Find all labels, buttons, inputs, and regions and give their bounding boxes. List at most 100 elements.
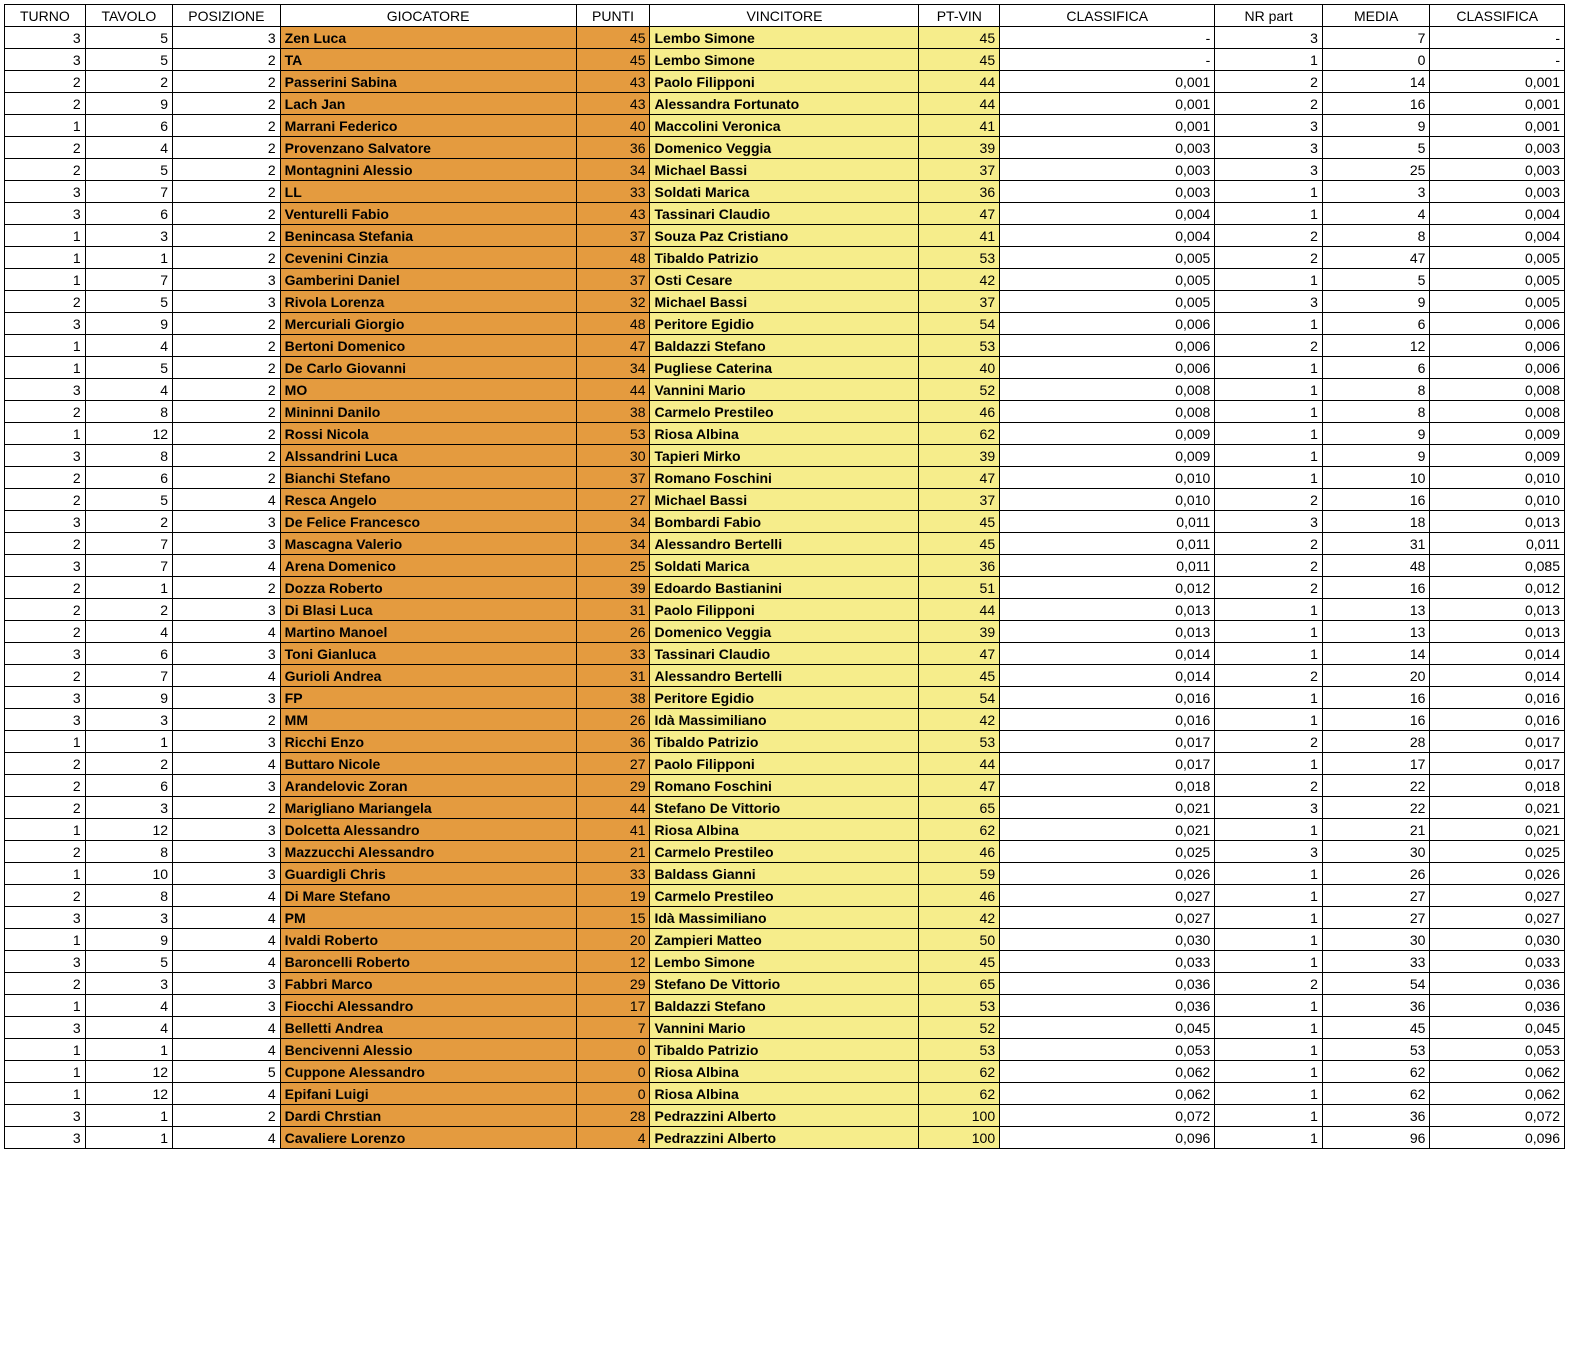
cell: 34 — [576, 511, 650, 533]
col-header: CLASSIFICA — [1000, 5, 1215, 27]
cell: 44 — [919, 753, 1000, 775]
cell: 2 — [173, 93, 281, 115]
table-row: 194Ivaldi Roberto20Zampieri Matteo500,03… — [5, 929, 1565, 951]
cell: Fabbri Marco — [280, 973, 576, 995]
table-row: 283Mazzucchi Alessandro21Carmelo Prestil… — [5, 841, 1565, 863]
cell: 45 — [919, 511, 1000, 533]
cell: 3 — [5, 951, 86, 973]
cell: 14 — [1322, 71, 1430, 93]
table-row: 274Gurioli Andrea31Alessandro Bertelli45… — [5, 665, 1565, 687]
cell: 2 — [5, 137, 86, 159]
cell: 5 — [85, 159, 172, 181]
table-row: 354Baroncelli Roberto12Lembo Simone450,0… — [5, 951, 1565, 973]
cell: 1 — [5, 1039, 86, 1061]
cell: 6 — [1322, 313, 1430, 335]
table-row: 173Gamberini Daniel37Osti Cesare420,0051… — [5, 269, 1565, 291]
table-row: 142Bertoni Domenico47Baldazzi Stefano530… — [5, 335, 1565, 357]
cell: 3 — [173, 269, 281, 291]
cell: 3 — [173, 863, 281, 885]
col-header: PUNTI — [576, 5, 650, 27]
cell: 27 — [1322, 885, 1430, 907]
cell: 50 — [919, 929, 1000, 951]
table-row: 284Di Mare Stefano19Carmelo Prestileo460… — [5, 885, 1565, 907]
cell: 2 — [173, 335, 281, 357]
table-row: 282Mininni Danilo38Carmelo Prestileo460,… — [5, 401, 1565, 423]
cell: 2 — [5, 621, 86, 643]
table-row: 1123Dolcetta Alessandro41Riosa Albina620… — [5, 819, 1565, 841]
cell: 36 — [1322, 1105, 1430, 1127]
table-row: 332MM26Idà Massimiliano420,0161160,016 — [5, 709, 1565, 731]
cell: MM — [280, 709, 576, 731]
table-row: 222Passerini Sabina43Paolo Filipponi440,… — [5, 71, 1565, 93]
cell: 96 — [1322, 1127, 1430, 1149]
table-row: 232Marigliano Mariangela44Stefano De Vit… — [5, 797, 1565, 819]
cell: Baldazzi Stefano — [650, 995, 919, 1017]
cell: 1 — [5, 929, 86, 951]
cell: 16 — [1322, 687, 1430, 709]
cell: 65 — [919, 797, 1000, 819]
cell: 2 — [5, 973, 86, 995]
cell: 3 — [173, 687, 281, 709]
cell: 0,005 — [1000, 269, 1215, 291]
cell: 2 — [173, 423, 281, 445]
cell: 17 — [1322, 753, 1430, 775]
cell: 7 — [85, 555, 172, 577]
cell: 45 — [919, 27, 1000, 49]
cell: 41 — [576, 819, 650, 841]
cell: 44 — [919, 71, 1000, 93]
cell: Arena Domenico — [280, 555, 576, 577]
cell: Arandelovic Zoran — [280, 775, 576, 797]
cell: 0 — [576, 1083, 650, 1105]
cell: 2 — [5, 291, 86, 313]
cell: Zampieri Matteo — [650, 929, 919, 951]
cell: 62 — [919, 1061, 1000, 1083]
cell: 2 — [173, 357, 281, 379]
cell: 2 — [5, 665, 86, 687]
cell: 52 — [919, 1017, 1000, 1039]
cell: 3 — [173, 599, 281, 621]
cell: 2 — [5, 775, 86, 797]
cell: 0,010 — [1430, 467, 1565, 489]
cell: 0,011 — [1000, 533, 1215, 555]
cell: 5 — [85, 291, 172, 313]
cell: 33 — [576, 643, 650, 665]
cell: Bencivenni Alessio — [280, 1039, 576, 1061]
cell: Alessandro Bertelli — [650, 533, 919, 555]
cell: 4 — [85, 335, 172, 357]
cell: Martino Manoel — [280, 621, 576, 643]
cell: 53 — [919, 335, 1000, 357]
cell: 1 — [1215, 885, 1323, 907]
cell: Soldati Marica — [650, 555, 919, 577]
cell: 9 — [85, 313, 172, 335]
cell: 0,005 — [1000, 247, 1215, 269]
col-header: GIOCATORE — [280, 5, 576, 27]
cell: Baldass Gianni — [650, 863, 919, 885]
cell: 0,003 — [1000, 159, 1215, 181]
cell: 0,004 — [1000, 225, 1215, 247]
cell: 3 — [1215, 797, 1323, 819]
cell: 1 — [1215, 401, 1323, 423]
cell: Belletti Andrea — [280, 1017, 576, 1039]
cell: 2 — [173, 1105, 281, 1127]
cell: 43 — [576, 203, 650, 225]
cell: 3 — [5, 49, 86, 71]
cell: 8 — [85, 885, 172, 907]
cell: 5 — [85, 489, 172, 511]
cell: Lach Jan — [280, 93, 576, 115]
cell: 0,021 — [1430, 797, 1565, 819]
cell: 0,012 — [1430, 577, 1565, 599]
table-row: 113Ricchi Enzo36Tibaldo Patrizio530,0172… — [5, 731, 1565, 753]
cell: 0,010 — [1000, 467, 1215, 489]
cell: 6 — [85, 467, 172, 489]
cell: 1 — [1215, 929, 1323, 951]
cell: 16 — [1322, 489, 1430, 511]
table-row: 353Zen Luca45Lembo Simone45-37- — [5, 27, 1565, 49]
cell: 5 — [85, 49, 172, 71]
cell: 0,014 — [1000, 643, 1215, 665]
cell: 3 — [1215, 27, 1323, 49]
cell: Cuppone Alessandro — [280, 1061, 576, 1083]
cell: Mercuriali Giorgio — [280, 313, 576, 335]
cell: TA — [280, 49, 576, 71]
cell: 8 — [85, 401, 172, 423]
cell: 1 — [85, 731, 172, 753]
